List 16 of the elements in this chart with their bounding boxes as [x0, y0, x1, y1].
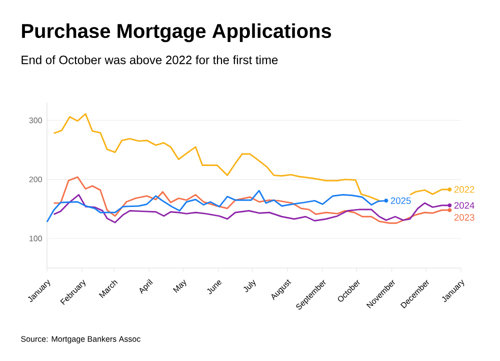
series-label: 2023 [454, 214, 474, 221]
y-tick-label: 200 [29, 176, 42, 182]
point [448, 208, 452, 212]
x-tick-label: May [172, 280, 186, 293]
x-tick-label: July [244, 280, 256, 292]
chart-title: Purchase Mortgage Applications [22, 23, 332, 42]
chart-subtitle: End of October was above 2022 for the first time [22, 55, 278, 64]
series-label: 2024 [454, 202, 474, 209]
source-note: Source: Mortgage Bankers Assoc [21, 336, 140, 344]
point [448, 203, 452, 208]
series-label: 2022 [454, 186, 474, 193]
point [384, 198, 388, 203]
series-label: 2025 [390, 197, 411, 204]
point [448, 187, 452, 192]
y-tick-label: 300 [29, 118, 42, 124]
y-tick-label: 100 [30, 236, 42, 242]
